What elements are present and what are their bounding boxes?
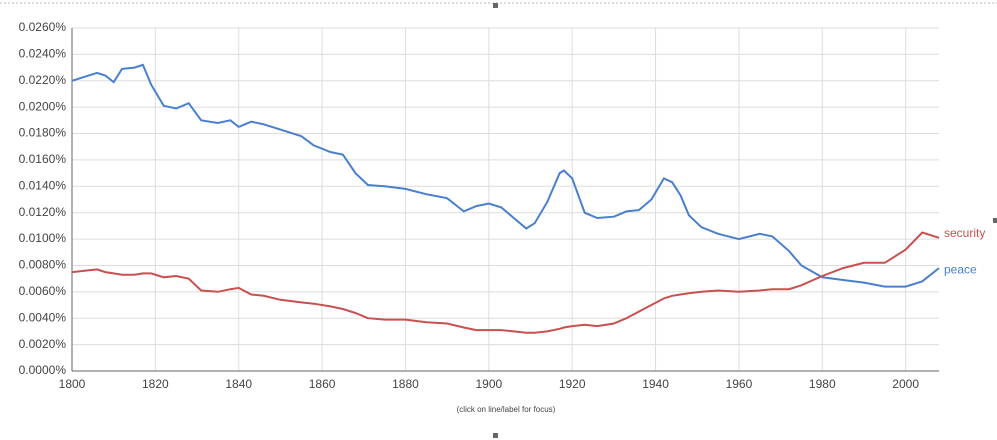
y-tick-label: 0.0200% <box>19 99 67 113</box>
y-tick-label: 0.0240% <box>19 47 67 61</box>
x-tick-label: 1800 <box>59 377 86 391</box>
series-line[interactable] <box>71 231 940 334</box>
y-tick-label: 0.0080% <box>19 258 67 272</box>
resize-handle <box>493 3 498 8</box>
y-tick-label: 0.0140% <box>19 178 67 192</box>
y-tick-label: 0.0160% <box>19 152 67 166</box>
x-tick-label: 1840 <box>225 377 252 391</box>
x-tick-label: 1940 <box>642 377 669 391</box>
y-tick-label: 0.0180% <box>19 126 67 140</box>
resize-handle <box>493 433 498 438</box>
y-tick-label: 0.0120% <box>19 205 67 219</box>
series-label[interactable]: security <box>944 226 985 240</box>
resize-handle <box>993 218 997 223</box>
y-tick-label: 0.0020% <box>19 337 67 351</box>
y-tick-label: 0.0060% <box>19 284 67 298</box>
x-tick-label: 1900 <box>475 377 502 391</box>
y-tick-label: 0.0100% <box>19 231 67 245</box>
x-tick-label: 1880 <box>392 377 419 391</box>
x-tick-label: 1860 <box>309 377 336 391</box>
x-tick-label: 1820 <box>142 377 169 391</box>
footnote: (click on line/label for focus) <box>457 405 556 414</box>
y-tick-label: 0.0000% <box>19 363 67 377</box>
y-tick-label: 0.0260% <box>19 20 67 34</box>
x-tick-label: 1920 <box>559 377 586 391</box>
x-tick-label: 1980 <box>809 377 836 391</box>
x-tick-label: 2000 <box>892 377 919 391</box>
series-label[interactable]: peace <box>944 262 977 276</box>
y-tick-label: 0.0220% <box>19 73 67 87</box>
y-tick-label: 0.0040% <box>19 310 67 324</box>
x-tick-label: 1960 <box>726 377 753 391</box>
series-line[interactable] <box>71 63 940 288</box>
